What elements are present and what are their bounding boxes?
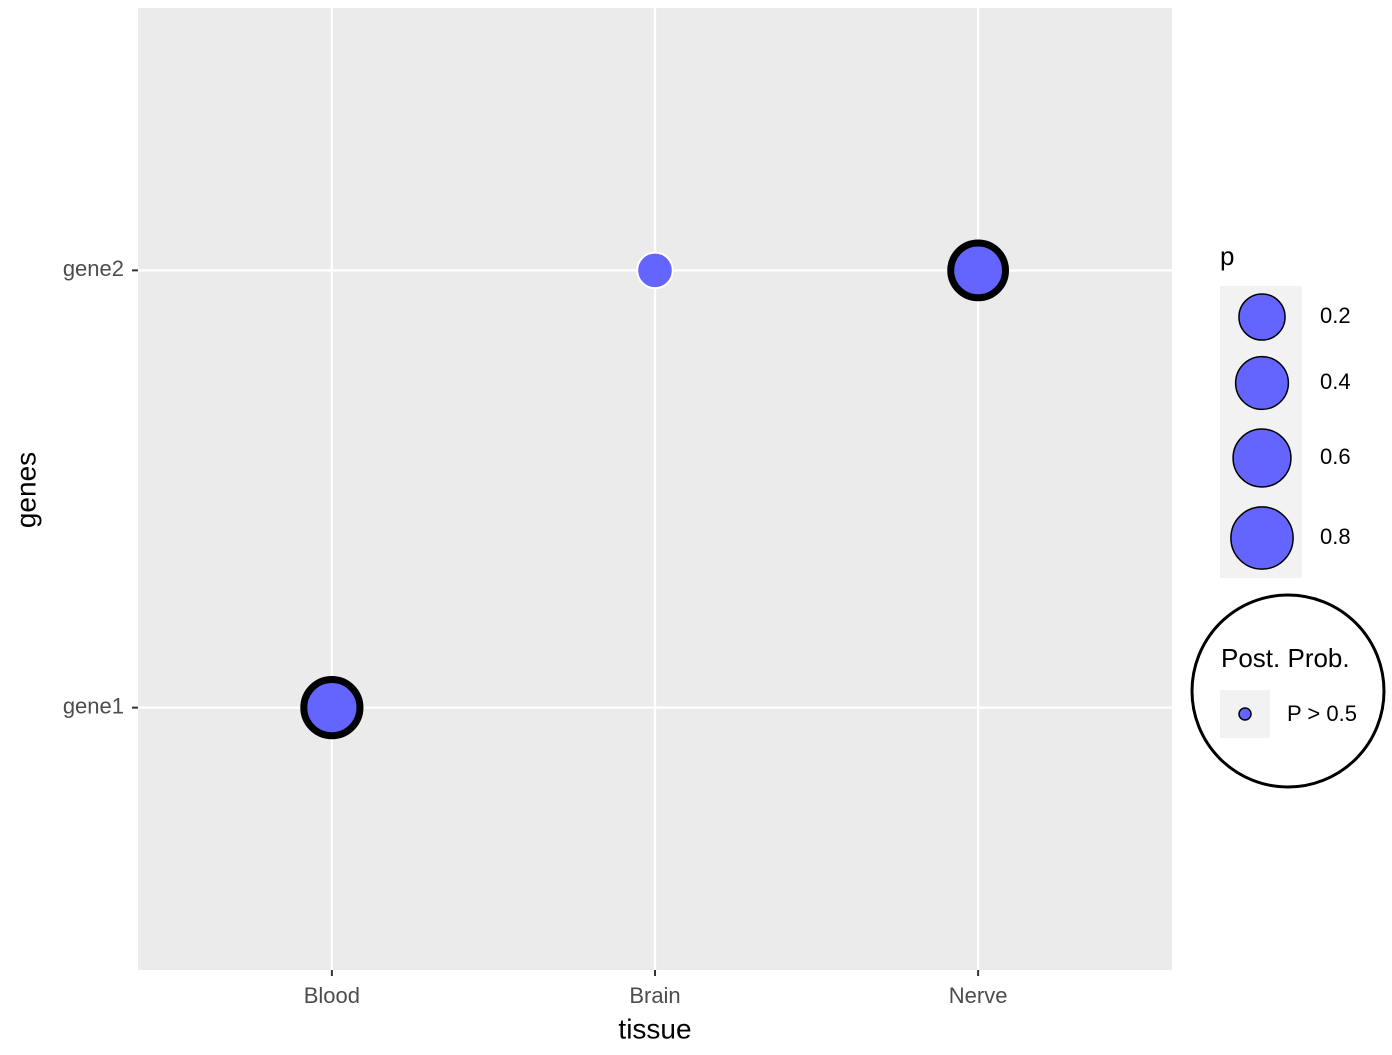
- legend-ring: [1190, 593, 1386, 789]
- x-tick-label: Brain: [629, 983, 680, 1008]
- legend-title: Post. Prob.: [1221, 643, 1350, 673]
- y-tick-label: gene1: [63, 693, 124, 718]
- point: [636, 251, 674, 290]
- legend-key: [1238, 707, 1252, 721]
- x-axis-title: tissue: [618, 1013, 691, 1044]
- y-tick-label: gene2: [63, 256, 124, 281]
- point: [947, 239, 1010, 302]
- y-axis-title: genes: [10, 452, 41, 528]
- legend-label: 0.2: [1320, 303, 1351, 328]
- legend-key: [1230, 506, 1294, 570]
- legend-label: 0.6: [1320, 444, 1351, 469]
- legend-key: [1238, 293, 1286, 341]
- legend-label: 0.4: [1320, 369, 1351, 394]
- legend-title: p: [1220, 241, 1234, 271]
- x-tick-label: Nerve: [949, 983, 1008, 1008]
- x-tick-label: Blood: [304, 983, 360, 1008]
- point: [300, 676, 364, 740]
- legend-label: P > 0.5: [1287, 701, 1357, 726]
- legend-key: [1232, 428, 1292, 488]
- legend-label: 0.8: [1320, 524, 1351, 549]
- legend-key: [1234, 355, 1290, 411]
